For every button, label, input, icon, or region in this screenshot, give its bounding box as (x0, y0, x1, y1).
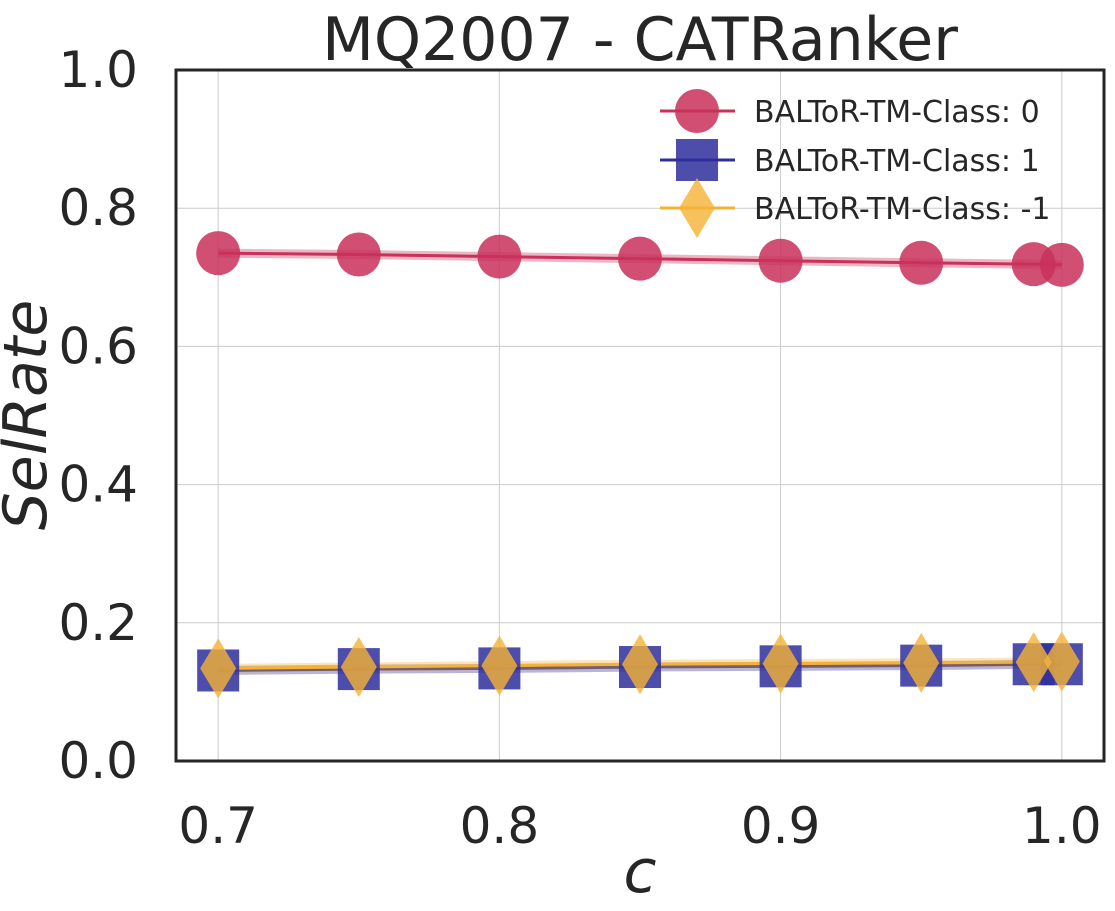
data-point-series-0 (899, 240, 944, 285)
data-point-series-0 (477, 234, 522, 279)
data-point-series-2 (1043, 631, 1080, 692)
y-tick-label: 1.0 (58, 41, 138, 99)
legend-marker-1 (676, 139, 718, 181)
y-tick-label: 0.8 (58, 179, 138, 237)
y-axis-label: SelRate (0, 300, 61, 531)
y-tick-label: 0.6 (58, 317, 138, 375)
legend-label-1: BALToR-TM-Class: 1 (754, 144, 1040, 179)
x-tick-label: 1.0 (1022, 797, 1102, 855)
data-point-series-2 (762, 633, 799, 694)
data-markers (196, 231, 1084, 699)
data-point-series-2 (622, 634, 658, 695)
data-point-series-0 (758, 238, 803, 283)
x-tick-label: 0.7 (178, 797, 258, 855)
y-tick-label: 0.2 (58, 594, 138, 652)
x-tick-label: 0.9 (741, 797, 821, 855)
data-point-series-2 (340, 637, 377, 698)
plot-frame (174, 68, 1106, 763)
y-tick-label: 0.0 (58, 732, 138, 790)
legend-marker-2 (679, 178, 715, 238)
legend-label-0: BALToR-TM-Class: 0 (754, 95, 1040, 130)
data-point-series-2 (903, 632, 940, 693)
y-tick-label: 0.4 (58, 456, 138, 514)
series-lines (218, 248, 1062, 675)
data-point-series-2 (200, 638, 237, 699)
data-point-series-0 (336, 232, 381, 277)
legend-label-2: BALToR-TM-Class: -1 (754, 192, 1050, 227)
data-point-series-0 (1039, 242, 1084, 287)
legend-marker-0 (675, 89, 719, 133)
x-axis-label: c (624, 837, 657, 907)
x-tick-label: 0.8 (460, 797, 540, 855)
data-point-series-0 (196, 231, 241, 276)
tick-labels: 0.7 0.8 0.9 1.0 0.0 0.2 0.4 0.6 0.8 1.0 (58, 41, 1101, 855)
data-point-series-0 (618, 236, 662, 281)
legend: BALToR-TM-Class: 0 BALToR-TM-Class: 1 BALT… (660, 89, 1050, 238)
chart-title: MQ2007 - CATRanker (322, 5, 958, 75)
data-point-series-2 (1015, 632, 1052, 693)
data-point-series-2 (481, 635, 518, 696)
